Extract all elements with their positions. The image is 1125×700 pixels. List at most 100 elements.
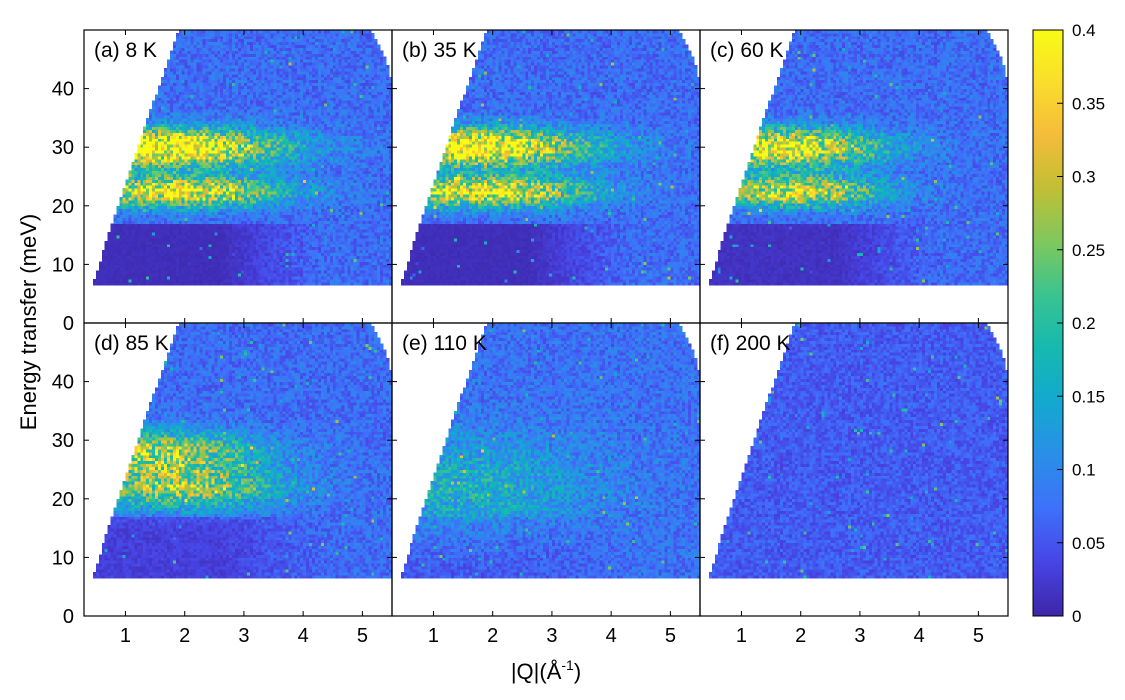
- heatmap-cell: [229, 223, 232, 226]
- heatmap-cell: [173, 197, 176, 200]
- heatmap-cell: [235, 253, 238, 256]
- heatmap-cell: [117, 247, 120, 250]
- heatmap-cell: [300, 282, 303, 285]
- heatmap-cell: [197, 264, 200, 267]
- heatmap-cell: [348, 223, 351, 226]
- heatmap-cell: [265, 279, 268, 282]
- heatmap-cell: [380, 276, 383, 279]
- heatmap-cell: [229, 235, 232, 238]
- heatmap-cell: [262, 229, 265, 232]
- heatmap-cell: [214, 273, 217, 276]
- heatmap-cell: [202, 185, 205, 188]
- heatmap-cell: [158, 235, 161, 238]
- heatmap-cell: [348, 191, 351, 194]
- heatmap-cell: [170, 182, 173, 185]
- heatmap-cell: [205, 232, 208, 235]
- heatmap-cell: [194, 197, 197, 200]
- heatmap-cell: [131, 188, 134, 191]
- heatmap-cell: [282, 191, 285, 194]
- heatmap-cell: [152, 191, 155, 194]
- heatmap-cell: [191, 250, 194, 253]
- heatmap-cell: [324, 250, 327, 253]
- heatmap-cell: [182, 220, 185, 223]
- heatmap-cell: [321, 267, 324, 270]
- heatmap-cell: [211, 179, 214, 182]
- heatmap-cell: [161, 226, 164, 229]
- heatmap-cell: [324, 241, 327, 244]
- heatmap-cell: [380, 238, 383, 241]
- heatmap-cell: [182, 261, 185, 264]
- heatmap-cell: [285, 264, 288, 267]
- heatmap-cell: [170, 276, 173, 279]
- heatmap-cell: [220, 194, 223, 197]
- heatmap-cell: [214, 188, 217, 191]
- heatmap-cell: [235, 279, 238, 282]
- heatmap-cell: [131, 253, 134, 256]
- heatmap-cell: [188, 200, 191, 203]
- heatmap-cell: [294, 244, 297, 247]
- heatmap-cell: [253, 188, 256, 191]
- heatmap-cell: [271, 247, 274, 250]
- heatmap-cell: [386, 223, 389, 226]
- heatmap-cell: [374, 220, 377, 223]
- heatmap-cell: [362, 206, 365, 209]
- heatmap-cell: [294, 194, 297, 197]
- heatmap-cell: [146, 270, 149, 273]
- heatmap-cell: [235, 282, 238, 285]
- heatmap-cell: [309, 185, 312, 188]
- heatmap-cell: [217, 273, 220, 276]
- heatmap-cell: [309, 226, 312, 229]
- heatmap-cell: [324, 229, 327, 232]
- heatmap-cell: [282, 264, 285, 267]
- heatmap-cell: [197, 279, 200, 282]
- heatmap-cell: [208, 220, 211, 223]
- heatmap-cell: [173, 256, 176, 259]
- heatmap-cell: [182, 232, 185, 235]
- heatmap-cell: [134, 203, 137, 206]
- heatmap-cell: [120, 261, 123, 264]
- heatmap-cell: [259, 261, 262, 264]
- heatmap-cell: [161, 206, 164, 209]
- heatmap-cell: [297, 261, 300, 264]
- heatmap-cell: [374, 250, 377, 253]
- heatmap-cell: [117, 220, 120, 223]
- heatmap-cell: [120, 212, 123, 215]
- heatmap-cell: [288, 247, 291, 250]
- heatmap-cell: [200, 197, 203, 200]
- heatmap-cell: [220, 185, 223, 188]
- heatmap-cell: [380, 229, 383, 232]
- heatmap-cell: [297, 276, 300, 279]
- heatmap-cell: [265, 185, 268, 188]
- heatmap-cell: [182, 226, 185, 229]
- heatmap-cell: [214, 232, 217, 235]
- heatmap-cell: [297, 259, 300, 262]
- heatmap-cell: [114, 279, 117, 282]
- heatmap-cell: [291, 218, 294, 221]
- heatmap-cell: [217, 223, 220, 226]
- heatmap-cell: [120, 267, 123, 270]
- heatmap-cell: [315, 241, 318, 244]
- heatmap-cell: [128, 273, 131, 276]
- heatmap-cell: [241, 220, 244, 223]
- heatmap-cell: [128, 279, 131, 282]
- heatmap-cell: [217, 215, 220, 218]
- heatmap-cell: [217, 279, 220, 282]
- heatmap-cell: [368, 218, 371, 221]
- heatmap-cell: [318, 235, 321, 238]
- heatmap-cell: [202, 270, 205, 273]
- heatmap-cell: [217, 229, 220, 232]
- heatmap-cell: [125, 206, 128, 209]
- heatmap-cell: [164, 247, 167, 250]
- heatmap-cell: [345, 194, 348, 197]
- heatmap-cell: [368, 238, 371, 241]
- heatmap-cell: [238, 282, 241, 285]
- heatmap-cell: [359, 282, 362, 285]
- heatmap-cell: [205, 270, 208, 273]
- heatmap-cell: [318, 197, 321, 200]
- heatmap-cell: [306, 194, 309, 197]
- heatmap-cell: [134, 194, 137, 197]
- heatmap-cell: [173, 279, 176, 282]
- heatmap-cell: [223, 185, 226, 188]
- heatmap-cell: [377, 229, 380, 232]
- heatmap-cell: [111, 250, 114, 253]
